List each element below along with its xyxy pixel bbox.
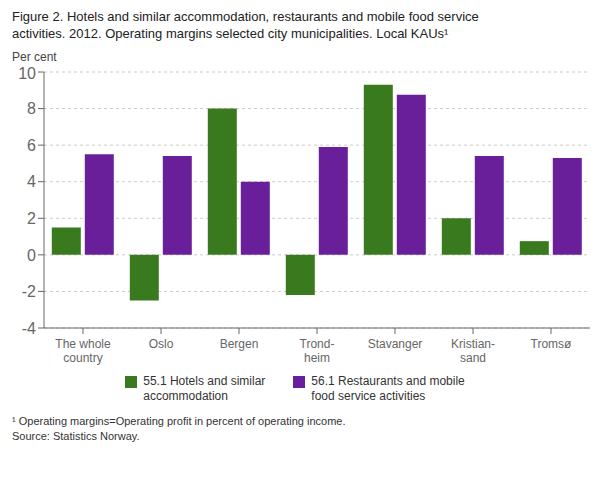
svg-text:Oslo: Oslo	[149, 337, 174, 351]
svg-text:2: 2	[27, 210, 36, 227]
svg-text:6: 6	[27, 137, 36, 154]
svg-text:Tromsø: Tromsø	[531, 337, 573, 351]
svg-text:Stavanger: Stavanger	[368, 337, 423, 351]
svg-text:-2: -2	[22, 283, 36, 300]
svg-text:Bergen: Bergen	[220, 337, 259, 351]
html-text:56.1 Restaurants and mobile fo: 56.1 Restaurants and mobile food service…	[311, 374, 465, 403]
html-text:Per cent: Per cent	[12, 50, 57, 64]
html-text:¹ Operating margins=Operating: ¹ Operating margins=Operating profit in …	[12, 415, 346, 442]
svg-text:4: 4	[27, 173, 36, 190]
svg-text:8: 8	[27, 100, 36, 117]
svg-text:Trond-heim: Trond-heim	[300, 337, 335, 365]
svg-text:Kristian-sand: Kristian-sand	[451, 337, 495, 365]
html-text:activities. 2012. Operating ma: activities. 2012. Operating margins sele…	[12, 26, 449, 41]
svg-text:-4: -4	[22, 320, 36, 337]
html-text:55.1 Hotels and similar accomm: 55.1 Hotels and similar accommodation	[143, 374, 266, 403]
svg-text:The wholecountry: The wholecountry	[55, 337, 111, 365]
html-text:Figure 2. Hotels and similar a: Figure 2. Hotels and similar accommodati…	[12, 9, 479, 24]
svg-text:10: 10	[18, 65, 36, 82]
svg-text:0: 0	[27, 247, 36, 264]
